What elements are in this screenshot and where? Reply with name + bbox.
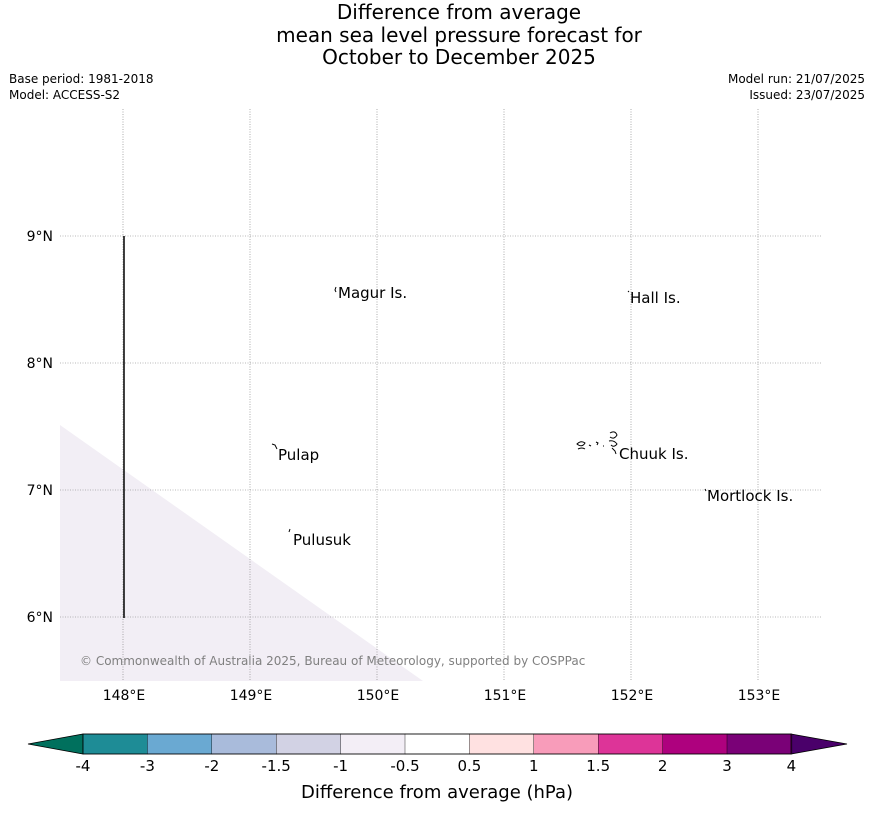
colorbar-under-arrow <box>27 733 84 755</box>
issued-date: Issued: 23/07/2025 <box>749 88 865 102</box>
colorbar-over-arrow <box>790 733 848 755</box>
colorbar-tick-label: -1.5 <box>262 757 291 775</box>
map-title: Difference from average mean sea level p… <box>0 1 873 69</box>
colorbar-segment <box>276 733 342 755</box>
lat-label-6n: 6°N <box>27 610 53 626</box>
meta-left: Base period: 1981-2018 Model: ACCESS-S2 <box>9 71 154 103</box>
place-label-mortlock: Mortlock Is. <box>707 487 793 505</box>
hall-island-shape <box>627 290 630 293</box>
colorbar-segment <box>82 733 149 755</box>
pulusuk-island-shape <box>288 528 291 533</box>
lat-label-9n: 9°N <box>27 229 53 245</box>
place-label-pulap: Pulap <box>278 446 319 464</box>
model-name: Model: ACCESS-S2 <box>9 88 121 102</box>
lon-label-152e: 152°E <box>611 688 654 704</box>
colorbar-segment <box>533 733 599 755</box>
graticule <box>60 109 821 681</box>
title-line-2: mean sea level pressure forecast for <box>276 22 642 47</box>
colorbar-segment <box>147 733 213 755</box>
colorbar-segment <box>662 733 728 755</box>
colorbar-tick-label: 1 <box>529 757 539 775</box>
colorbar-frame <box>82 733 792 755</box>
meta-right: Model run: 21/07/2025 Issued: 23/07/2025 <box>728 71 865 103</box>
chuuk-lagoon-shape <box>576 431 618 455</box>
colorbar-tick-label: -4 <box>76 757 91 775</box>
place-label-pulusuk: Pulusuk <box>293 531 351 549</box>
lat-label-7n: 7°N <box>27 483 53 499</box>
colorbar-tick-label: 0.5 <box>457 757 481 775</box>
colorbar-segment <box>340 733 406 755</box>
colorbar-tick-label: 2 <box>658 757 668 775</box>
colorbar-tick-label: 1.5 <box>586 757 610 775</box>
lon-label-153e: 153°E <box>738 688 781 704</box>
colorbar-ticks: -4 -3 -2 -1.5 -1 -0.5 0.5 1 1.5 2 3 4 <box>76 757 797 775</box>
lat-label-8n: 8°N <box>27 356 53 372</box>
colorbar-tick-label: -0.5 <box>390 757 419 775</box>
place-label-hall: Hall Is. <box>630 289 681 307</box>
colorbar-segment <box>726 733 793 755</box>
place-label-chuuk: Chuuk Is. <box>619 445 688 463</box>
colorbar-segment <box>598 733 664 755</box>
islands <box>271 286 707 533</box>
mortlock-island-shape <box>704 488 707 492</box>
lon-label-148e: 148°E <box>103 688 146 704</box>
title-line-3: October to December 2025 <box>322 45 596 69</box>
colorbar-segment <box>404 733 471 755</box>
anomaly-shaded-region <box>60 425 423 681</box>
colorbar: -4 -3 -2 -1.5 -1 -0.5 0.5 1 1.5 2 3 4 Difference fr… <box>27 733 848 803</box>
colorbar-tick-label: -3 <box>140 757 155 775</box>
colorbar-tick-label: 4 <box>787 757 797 775</box>
place-label-magur: Magur Is. <box>338 284 407 302</box>
colorbar-tick-label: -1 <box>333 757 348 775</box>
colorbar-segment <box>469 733 535 755</box>
lon-label-149e: 149°E <box>230 688 273 704</box>
lon-label-151e: 151°E <box>484 688 527 704</box>
base-period: Base period: 1981-2018 <box>9 72 154 86</box>
colorbar-tick-label: 3 <box>722 757 732 775</box>
colorbar-segment <box>211 733 277 755</box>
colorbar-label: Difference from average (hPa) <box>301 782 573 803</box>
copyright-text: © Commonwealth of Australia 2025, Bureau… <box>80 654 585 668</box>
pulap-island-shape <box>271 443 278 450</box>
colorbar-tick-label: -2 <box>204 757 219 775</box>
title-line-1: Difference from average <box>336 0 582 24</box>
magur-island-shape <box>334 286 337 293</box>
colorbar-segments <box>82 733 793 755</box>
lon-label-150e: 150°E <box>357 688 400 704</box>
model-run: Model run: 21/07/2025 <box>727 72 865 86</box>
